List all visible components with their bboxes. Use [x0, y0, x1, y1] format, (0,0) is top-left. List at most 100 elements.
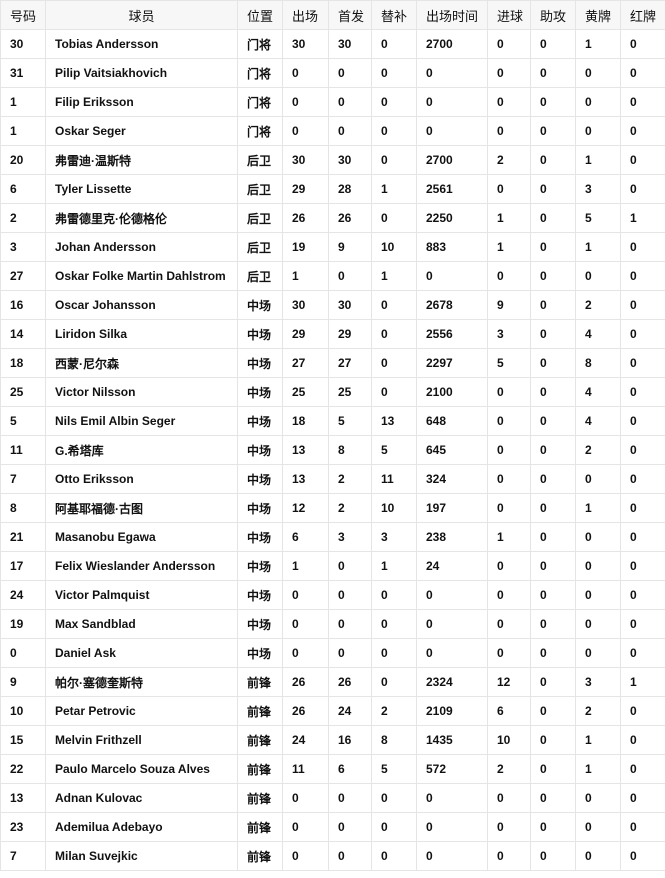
cell-appearances: 0: [282, 87, 329, 117]
cell-number: 14: [0, 319, 46, 349]
column-header-position[interactable]: 位置: [237, 0, 283, 30]
cell-player: Daniel Ask: [45, 638, 238, 668]
cell-goals: 3: [487, 319, 531, 349]
cell-assists: 0: [530, 58, 576, 88]
cell-starts: 0: [328, 116, 372, 146]
column-header-yellow-cards[interactable]: 黄牌: [575, 0, 621, 30]
cell-position: 后卫: [237, 145, 283, 175]
cell-assists: 0: [530, 87, 576, 117]
cell-goals: 0: [487, 435, 531, 465]
cell-number: 9: [0, 667, 46, 697]
cell-player: G.希塔库: [45, 435, 238, 465]
table-row: 30 Tobias Andersson 门将 30 30 0 2700 0 0 1 0: [0, 29, 665, 59]
cell-yellow-cards: 3: [575, 667, 621, 697]
cell-number: 6: [0, 174, 46, 204]
cell-starts: 30: [328, 29, 372, 59]
cell-player: 西蒙·尼尔森: [45, 348, 238, 378]
cell-assists: 0: [530, 522, 576, 552]
cell-minutes: 2700: [416, 29, 488, 59]
cell-red-cards: 0: [620, 638, 665, 668]
cell-position: 后卫: [237, 261, 283, 291]
cell-player: Nils Emil Albin Seger: [45, 406, 238, 436]
column-header-assists[interactable]: 助攻: [530, 0, 576, 30]
cell-subs: 0: [371, 638, 417, 668]
cell-starts: 5: [328, 406, 372, 436]
cell-starts: 26: [328, 667, 372, 697]
column-header-red-cards[interactable]: 红牌: [620, 0, 665, 30]
table-row: 19 Max Sandblad 中场 0 0 0 0 0 0 0 0: [0, 609, 665, 639]
cell-minutes: 324: [416, 464, 488, 494]
cell-appearances: 6: [282, 522, 329, 552]
cell-minutes: 2556: [416, 319, 488, 349]
column-header-goals[interactable]: 进球: [487, 0, 531, 30]
cell-red-cards: 1: [620, 203, 665, 233]
column-header-player[interactable]: 球员: [45, 0, 238, 30]
cell-minutes: 238: [416, 522, 488, 552]
cell-position: 前锋: [237, 841, 283, 871]
cell-assists: 0: [530, 812, 576, 842]
cell-red-cards: 1: [620, 667, 665, 697]
cell-yellow-cards: 0: [575, 812, 621, 842]
cell-subs: 0: [371, 812, 417, 842]
cell-number: 0: [0, 638, 46, 668]
cell-assists: 0: [530, 261, 576, 291]
cell-red-cards: 0: [620, 464, 665, 494]
cell-starts: 28: [328, 174, 372, 204]
cell-appearances: 29: [282, 174, 329, 204]
table-row: 11 G.希塔库 中场 13 8 5 645 0 0 2 0: [0, 435, 665, 465]
table-row: 16 Oscar Johansson 中场 30 30 0 2678 9 0 2 0: [0, 290, 665, 320]
cell-minutes: 0: [416, 87, 488, 117]
cell-subs: 0: [371, 203, 417, 233]
cell-appearances: 30: [282, 29, 329, 59]
cell-position: 中场: [237, 551, 283, 581]
cell-number: 7: [0, 464, 46, 494]
cell-number: 31: [0, 58, 46, 88]
cell-number: 20: [0, 145, 46, 175]
cell-player: Filip Eriksson: [45, 87, 238, 117]
cell-minutes: 0: [416, 261, 488, 291]
cell-appearances: 29: [282, 319, 329, 349]
cell-appearances: 18: [282, 406, 329, 436]
cell-subs: 0: [371, 58, 417, 88]
cell-subs: 0: [371, 609, 417, 639]
cell-number: 10: [0, 696, 46, 726]
cell-yellow-cards: 8: [575, 348, 621, 378]
cell-minutes: 0: [416, 116, 488, 146]
cell-position: 前锋: [237, 812, 283, 842]
cell-assists: 0: [530, 609, 576, 639]
cell-assists: 0: [530, 116, 576, 146]
column-header-minutes[interactable]: 出场时间: [416, 0, 488, 30]
cell-minutes: 572: [416, 754, 488, 784]
column-header-number[interactable]: 号码: [0, 0, 46, 30]
cell-starts: 6: [328, 754, 372, 784]
cell-position: 中场: [237, 522, 283, 552]
cell-yellow-cards: 1: [575, 29, 621, 59]
cell-position: 前锋: [237, 725, 283, 755]
cell-assists: 0: [530, 841, 576, 871]
cell-minutes: 24: [416, 551, 488, 581]
cell-red-cards: 0: [620, 754, 665, 784]
table-row: 1 Oskar Seger 门将 0 0 0 0 0 0 0 0: [0, 116, 665, 146]
table-row: 17 Felix Wieslander Andersson 中场 1 0 1 24 0 0 0 0: [0, 551, 665, 581]
cell-appearances: 1: [282, 261, 329, 291]
cell-goals: 0: [487, 580, 531, 610]
cell-subs: 11: [371, 464, 417, 494]
cell-appearances: 26: [282, 203, 329, 233]
column-header-starts[interactable]: 首发: [328, 0, 372, 30]
table-row: 22 Paulo Marcelo Souza Alves 前锋 11 6 5 572 2 0 1 0: [0, 754, 665, 784]
column-header-subs[interactable]: 替补: [371, 0, 417, 30]
cell-appearances: 12: [282, 493, 329, 523]
cell-subs: 5: [371, 754, 417, 784]
cell-yellow-cards: 1: [575, 725, 621, 755]
cell-subs: 0: [371, 580, 417, 610]
column-header-appearances[interactable]: 出场: [282, 0, 329, 30]
cell-assists: 0: [530, 667, 576, 697]
cell-position: 中场: [237, 609, 283, 639]
cell-goals: 0: [487, 493, 531, 523]
cell-subs: 10: [371, 493, 417, 523]
cell-position: 中场: [237, 348, 283, 378]
cell-minutes: 0: [416, 638, 488, 668]
cell-minutes: 645: [416, 435, 488, 465]
cell-player: Oscar Johansson: [45, 290, 238, 320]
cell-number: 25: [0, 377, 46, 407]
